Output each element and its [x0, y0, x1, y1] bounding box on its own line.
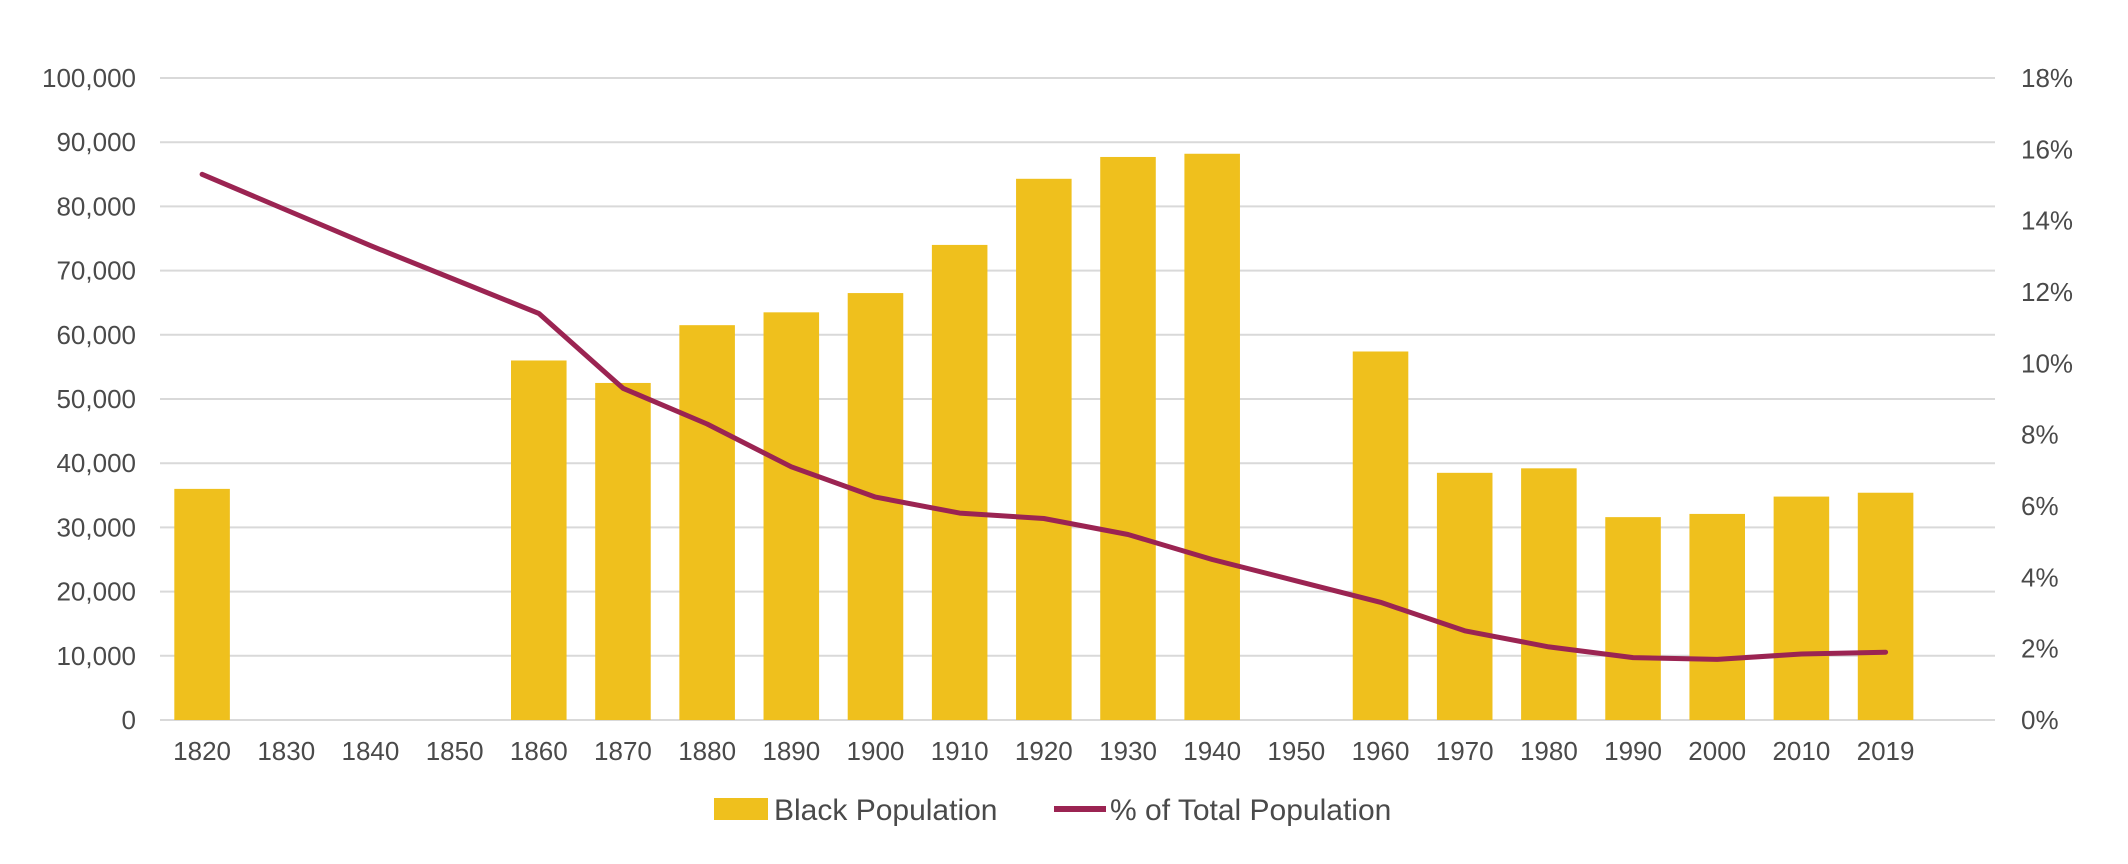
- bar-black-population: [1773, 496, 1830, 720]
- left-axis-tick-label: 80,000: [56, 191, 136, 221]
- x-axis-tick-label: 1940: [1183, 736, 1241, 766]
- x-axis-tick-label: 1830: [257, 736, 315, 766]
- x-axis-tick-label: 2010: [1772, 736, 1830, 766]
- bar-black-population: [1184, 153, 1240, 721]
- x-axis-tick-label: 2019: [1857, 736, 1915, 766]
- x-axis: 1820 1830 1840 1850 1860 1870 1880 1890 1900 1910…: [173, 736, 1914, 766]
- bar-black-population: [1689, 513, 1746, 720]
- line-series: [199, 171, 1889, 662]
- bar-black-population: [174, 488, 230, 720]
- bar-black-population: [931, 244, 988, 721]
- bar-black-population: [1352, 351, 1409, 720]
- left-axis-tick-label: 0: [122, 705, 136, 735]
- x-axis-tick-label: 2000: [1688, 736, 1746, 766]
- left-axis-tick-label: 30,000: [56, 512, 136, 542]
- x-axis-tick-label: 1840: [342, 736, 400, 766]
- legend-label-percent-total: % of Total Population: [1110, 794, 1391, 827]
- bar-black-population: [1016, 178, 1072, 720]
- x-axis-tick-label: 1890: [762, 736, 820, 766]
- left-axis-tick-label: 50,000: [56, 384, 136, 414]
- right-axis-tick-label: 4%: [2021, 562, 2059, 592]
- bar-black-population: [847, 293, 904, 720]
- left-axis-tick-label: 60,000: [56, 320, 136, 350]
- right-axis-tick-label: 6%: [2021, 491, 2059, 521]
- right-axis-tick-label: 12%: [2021, 277, 2073, 307]
- right-axis-tick-label: 14%: [2021, 206, 2073, 236]
- gridlines: [160, 77, 1995, 721]
- right-axis-tick-label: 10%: [2021, 348, 2073, 378]
- left-axis-tick-label: 70,000: [56, 256, 136, 286]
- bar-black-population: [511, 360, 567, 720]
- left-axis-tick-label: 10,000: [56, 641, 136, 671]
- x-axis-tick-label: 1850: [426, 736, 484, 766]
- x-axis-tick-label: 1870: [594, 736, 652, 766]
- bar-series: [174, 153, 1914, 721]
- x-axis-tick-label: 1900: [847, 736, 905, 766]
- x-axis-tick-label: 1950: [1267, 736, 1325, 766]
- x-axis-tick-label: 1960: [1352, 736, 1410, 766]
- left-axis: 0 10,000 20,000 30,000 40,000 50,000 60,000 70,…: [42, 63, 136, 735]
- x-axis-tick-label: 1990: [1604, 736, 1662, 766]
- bar-black-population: [1100, 156, 1156, 720]
- x-axis-tick-label: 1980: [1520, 736, 1578, 766]
- right-axis-tick-label: 16%: [2021, 134, 2073, 164]
- x-axis-tick-label: 1820: [173, 736, 231, 766]
- right-axis: 0% 2% 4% 6% 8% 10% 12% 14% 16% 18%: [2021, 63, 2073, 735]
- line-percent-total: [199, 171, 1889, 662]
- bar-black-population: [1436, 472, 1493, 720]
- legend-swatch-black-population: [714, 798, 768, 820]
- x-axis-tick-label: 1920: [1015, 736, 1073, 766]
- left-axis-tick-label: 20,000: [56, 577, 136, 607]
- bar-black-population: [1605, 517, 1661, 720]
- right-axis-tick-label: 2%: [2021, 634, 2059, 664]
- x-axis-tick-label: 1880: [678, 736, 736, 766]
- bar-black-population: [763, 312, 820, 720]
- x-axis-tick-label: 1930: [1099, 736, 1157, 766]
- legend-label-black-population: Black Population: [774, 794, 997, 827]
- bar-black-population: [679, 325, 735, 720]
- x-axis-tick-label: 1910: [931, 736, 989, 766]
- x-axis-tick-label: 1970: [1436, 736, 1494, 766]
- bar-black-population: [1857, 492, 1914, 720]
- left-axis-tick-label: 100,000: [42, 63, 136, 93]
- x-axis-tick-label: 1860: [510, 736, 568, 766]
- right-axis-tick-label: 18%: [2021, 63, 2073, 93]
- legend: Black Population % of Total Population: [714, 794, 1391, 827]
- bar-black-population: [1521, 468, 1577, 720]
- left-axis-tick-label: 90,000: [56, 127, 136, 157]
- bar-black-population: [595, 382, 651, 720]
- right-axis-tick-label: 8%: [2021, 420, 2059, 450]
- left-axis-tick-label: 40,000: [56, 448, 136, 478]
- right-axis-tick-label: 0%: [2021, 705, 2059, 735]
